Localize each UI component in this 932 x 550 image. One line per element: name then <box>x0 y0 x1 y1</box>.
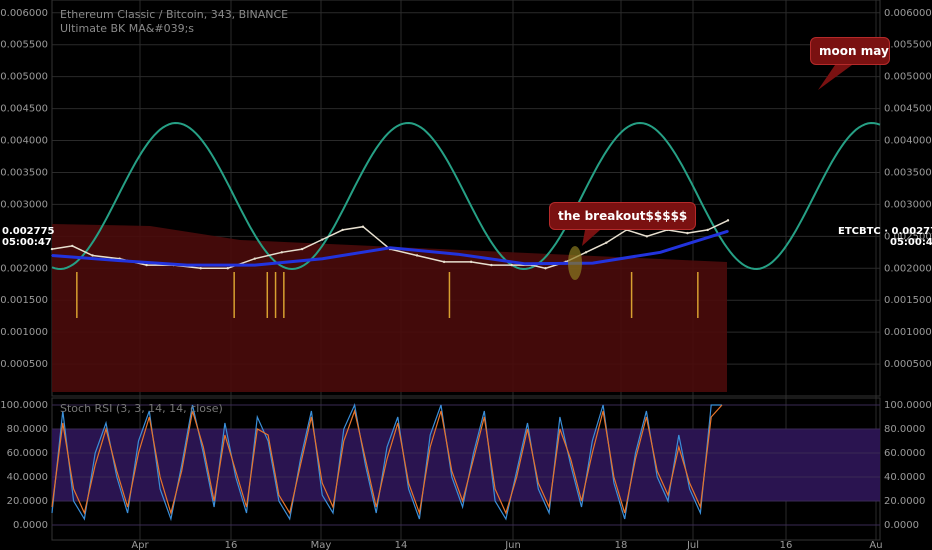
data-point <box>253 257 256 260</box>
rsi-tick-right: 40.0000 <box>884 472 925 483</box>
y-tick-left: 0.000500 <box>0 359 48 370</box>
x-tick: 18 <box>615 540 628 550</box>
y-tick-right: 0.004500 <box>884 104 932 115</box>
rsi-tick-right: 60.0000 <box>884 448 925 459</box>
x-tick: Jul <box>686 540 699 550</box>
y-tick-left: 0.004000 <box>0 136 48 147</box>
data-point <box>71 244 74 248</box>
rsi-tick-left: 20.0000 <box>7 496 48 507</box>
data-point <box>254 264 256 266</box>
y-tick-right: 0.002000 <box>884 263 932 274</box>
data-point <box>321 257 324 260</box>
data-point <box>727 230 729 233</box>
x-tick: Apr <box>131 540 149 550</box>
data-point <box>469 260 473 264</box>
data-point <box>490 263 493 267</box>
x-tick: 16 <box>780 540 793 550</box>
rsi-tick-right: 20.0000 <box>884 496 925 507</box>
data-point <box>510 263 513 267</box>
data-point <box>51 254 53 257</box>
chart-title: Ethereum Classic / Bitcoin, 343, BINANCE <box>60 8 289 21</box>
x-tick: 16 <box>225 540 238 550</box>
last-price-left: 0.002775 <box>2 226 55 237</box>
rsi-tick-left: 80.0000 <box>7 424 48 435</box>
y-tick-right: 0.001000 <box>884 327 932 338</box>
y-tick-left: 0.002000 <box>0 263 48 274</box>
y-tick-right: 0.002500 <box>884 231 932 242</box>
x-tick: 14 <box>395 540 408 550</box>
countdown-left: 05:00:47 <box>2 237 52 248</box>
y-tick-right: 0.003000 <box>884 199 932 210</box>
data-point <box>456 253 459 256</box>
y-tick-right: 0.000500 <box>884 359 932 370</box>
rsi-tick-left: 60.0000 <box>7 448 48 459</box>
y-tick-left: 0.003500 <box>0 167 48 178</box>
data-point <box>726 219 730 222</box>
y-tick-left: 0.003000 <box>0 199 48 210</box>
y-tick-right: 0.003500 <box>884 167 932 178</box>
y-tick-right: 0.006000 <box>884 8 932 19</box>
data-point <box>544 267 547 270</box>
rsi-tick-left: 0.0000 <box>13 520 48 531</box>
cycle-wave-line <box>51 121 881 271</box>
x-tick: Jun <box>504 540 521 550</box>
data-point <box>199 267 202 270</box>
breakout-pointer <box>582 230 600 246</box>
data-point <box>186 264 188 266</box>
last-price-right: ETCBTC · 0.002775 <box>838 226 932 237</box>
data-point <box>592 262 594 264</box>
x-tick: Au <box>869 540 882 550</box>
data-point <box>50 247 54 251</box>
y-tick-left: 0.001000 <box>0 327 48 338</box>
data-point <box>341 228 344 232</box>
breakout-highlight <box>568 246 582 280</box>
data-point <box>361 225 365 228</box>
y-tick-right: 0.005500 <box>884 40 932 51</box>
y-tick-left: 0.001500 <box>0 295 48 306</box>
data-point <box>442 260 446 264</box>
moon-annotation[interactable]: moon mayb <box>810 37 890 65</box>
data-point <box>321 238 324 241</box>
data-point <box>226 267 229 270</box>
data-point <box>389 247 391 249</box>
rsi-tick-left: 100.0000 <box>0 400 48 411</box>
data-point <box>118 259 121 262</box>
data-point <box>145 263 148 267</box>
data-point <box>605 241 608 244</box>
data-point <box>686 231 689 235</box>
y-tick-left: 0.005000 <box>0 72 48 83</box>
data-point <box>584 251 588 254</box>
data-point <box>415 254 419 257</box>
data-point <box>645 235 649 238</box>
main-panel-border <box>51 0 881 397</box>
last-price-box-left <box>0 224 50 248</box>
data-point <box>91 254 94 257</box>
x-tick: May <box>311 540 332 550</box>
data-point <box>659 251 662 254</box>
rsi-line-d <box>51 404 723 516</box>
y-tick-right: 0.005000 <box>884 72 932 83</box>
y-tick-left: 0.006000 <box>0 8 48 19</box>
indicator-title: Ultimate BK MA&#039;s <box>60 22 195 35</box>
data-point <box>524 262 526 265</box>
moon-pointer <box>818 65 852 90</box>
rsi-tick-right: 80.0000 <box>884 424 925 435</box>
y-tick-left: 0.005500 <box>0 40 48 51</box>
rsi-tick-left: 40.0000 <box>7 472 48 483</box>
breakout-annotation[interactable]: the breakout$$$$$ <box>549 202 697 230</box>
rsi-title: Stoch RSI (3, 3, 14, 14, close) <box>60 402 223 415</box>
data-point <box>280 251 284 254</box>
y-tick-left: 0.004500 <box>0 104 48 115</box>
rsi-tick-right: 100.0000 <box>884 400 932 411</box>
rsi-tick-right: 0.0000 <box>884 520 919 531</box>
y-tick-right: 0.001500 <box>884 295 932 306</box>
data-point <box>706 228 709 232</box>
y-tick-right: 0.004000 <box>884 136 932 147</box>
data-point <box>300 247 304 251</box>
countdown-right: 05:00:47 <box>890 237 932 248</box>
